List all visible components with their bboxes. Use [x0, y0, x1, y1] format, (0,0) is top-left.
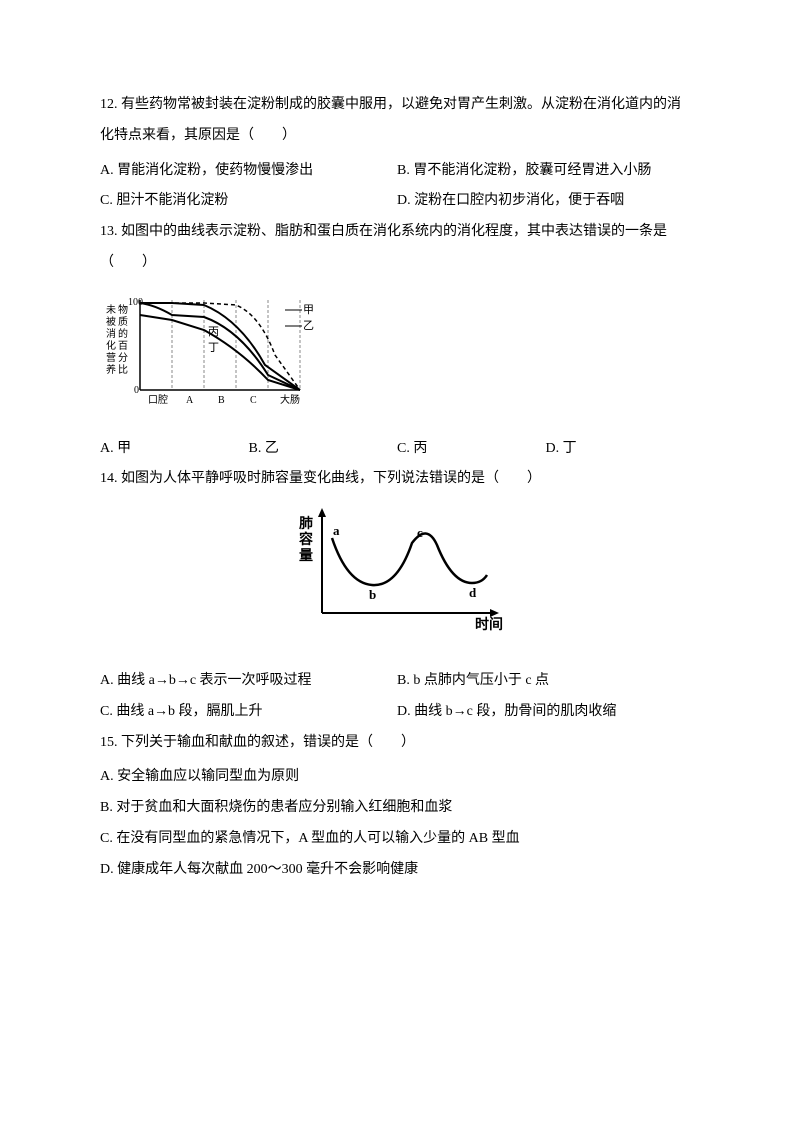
q15-stem: 下列关于输血和献血的叙述，错误的是（ ） — [121, 735, 415, 750]
q14-opt-d: D. 曲线 b→c 段，肋骨间的肌肉收缩 — [397, 697, 694, 728]
xl-4: 大肠 — [280, 393, 300, 406]
question-15: 15. 下列关于输血和献血的叙述，错误的是（ ） — [100, 728, 694, 759]
q13-opt-a: A. 甲 — [100, 434, 249, 465]
pt-a: a — [333, 523, 340, 538]
xl-3: C — [250, 395, 257, 406]
label-ding: 丁 — [208, 342, 219, 354]
xl-2: B — [218, 395, 225, 406]
q13-number: 13. — [100, 224, 118, 239]
yl-1: 容 — [298, 531, 313, 548]
ylabel-col1-4: 营 — [106, 351, 116, 364]
q12-stem: 有些药物常被封装在淀粉制成的胶囊中服用，以避免对胃产生刺激。从淀粉在消化道内的消… — [100, 97, 681, 143]
y0: 0 — [134, 385, 139, 396]
q15-opt-d: D. 健康成年人每次献血 200～300 毫升不会影响健康 — [100, 855, 694, 886]
lung-volume-chart-svg: 肺 容 量 时间 a b c d — [277, 503, 517, 633]
q15-opt-b: B. 对于贫血和大面积烧伤的患者应分别输入红细胞和血浆 — [100, 793, 694, 824]
ylabel-col2-5: 比 — [118, 364, 128, 376]
q12-opt-b: B. 胃不能消化淀粉，胶囊可经胃进入小肠 — [397, 156, 694, 187]
xl-0: 口腔 — [148, 393, 168, 406]
ylabel-col1-0: 未 — [106, 304, 116, 316]
q12-opt-a: A. 胃能消化淀粉，使药物慢慢渗出 — [100, 156, 397, 187]
ylabel-col2-2: 的 — [118, 327, 128, 340]
label-bing: 丙 — [208, 326, 219, 338]
q14-stem: 如图为人体平静呼吸时肺容量变化曲线，下列说法错误的是（ ） — [121, 471, 541, 486]
q12-number: 12. — [100, 97, 118, 112]
q15-opt-a: A. 安全输血应以输同型血为原则 — [100, 762, 694, 793]
q14-options: A. 曲线 a→b→c 表示一次呼吸过程 B. b 点肺内气压小于 c 点 C.… — [100, 666, 694, 728]
xl-1: A — [186, 395, 194, 406]
q14-number: 14. — [100, 471, 118, 486]
label-yi: 乙 — [303, 319, 314, 332]
q14-opt-a: A. 曲线 a→b→c 表示一次呼吸过程 — [100, 666, 397, 697]
q13-opt-d: D. 丁 — [546, 434, 695, 465]
question-14: 14. 如图为人体平静呼吸时肺容量变化曲线，下列说法错误的是（ ） — [100, 464, 694, 495]
label-jia: 甲 — [303, 304, 314, 316]
pt-c: c — [417, 525, 423, 540]
ylabel-col1-1: 被 — [106, 315, 116, 328]
q14-chart: 肺 容 量 时间 a b c d — [100, 503, 694, 646]
ylabel-col1-3: 化 — [106, 339, 116, 352]
q15-opt-c: C. 在没有同型血的紧急情况下，A 型血的人可以输入少量的 AB 型血 — [100, 824, 694, 855]
yl-0: 肺 — [299, 516, 313, 532]
ylabel-col1-2: 消 — [106, 327, 116, 340]
yl-2: 量 — [299, 548, 313, 564]
q14-opt-c: C. 曲线 a→b 段，膈肌上升 — [100, 697, 397, 728]
q12-opt-c: C. 胆汁不能消化淀粉 — [100, 186, 397, 217]
q12-opt-d: D. 淀粉在口腔内初步消化，便于吞咽 — [397, 186, 694, 217]
q14-opt-b: B. b 点肺内气压小于 c 点 — [397, 666, 694, 697]
ylabel-col2-3: 百 — [118, 340, 128, 352]
digestion-chart-svg: 未 被 消 化 营 养 物 质 的 百 分 比 100 0 甲 乙 丙 丁 — [100, 285, 330, 415]
ylabel-col2-1: 质 — [118, 316, 128, 328]
question-12: 12. 有些药物常被封装在淀粉制成的胶囊中服用，以避免对胃产生刺激。从淀粉在消化… — [100, 90, 694, 152]
q12-options: A. 胃能消化淀粉，使药物慢慢渗出 B. 胃不能消化淀粉，胶囊可经胃进入小肠 C… — [100, 156, 694, 218]
ylabel-col2-0: 物 — [118, 303, 128, 316]
q13-chart: 未 被 消 化 营 养 物 质 的 百 分 比 100 0 甲 乙 丙 丁 — [100, 285, 694, 428]
q13-opt-b: B. 乙 — [249, 434, 398, 465]
pt-d: d — [469, 585, 477, 600]
question-13: 13. 如图中的曲线表示淀粉、脂肪和蛋白质在消化系统内的消化程度，其中表达错误的… — [100, 217, 694, 279]
ylabel-col1-5: 养 — [106, 363, 116, 376]
q15-options: A. 安全输血应以输同型血为原则 B. 对于贫血和大面积烧伤的患者应分别输入红细… — [100, 762, 694, 885]
q13-opt-c: C. 丙 — [397, 434, 546, 465]
q13-stem: 如图中的曲线表示淀粉、脂肪和蛋白质在消化系统内的消化程度，其中表达错误的一条是（… — [100, 224, 667, 270]
x-label: 时间 — [475, 616, 503, 633]
pt-b: b — [369, 587, 376, 602]
ylabel-col2-4: 分 — [118, 352, 128, 364]
q13-options: A. 甲 B. 乙 C. 丙 D. 丁 — [100, 434, 694, 465]
q15-number: 15. — [100, 735, 118, 750]
